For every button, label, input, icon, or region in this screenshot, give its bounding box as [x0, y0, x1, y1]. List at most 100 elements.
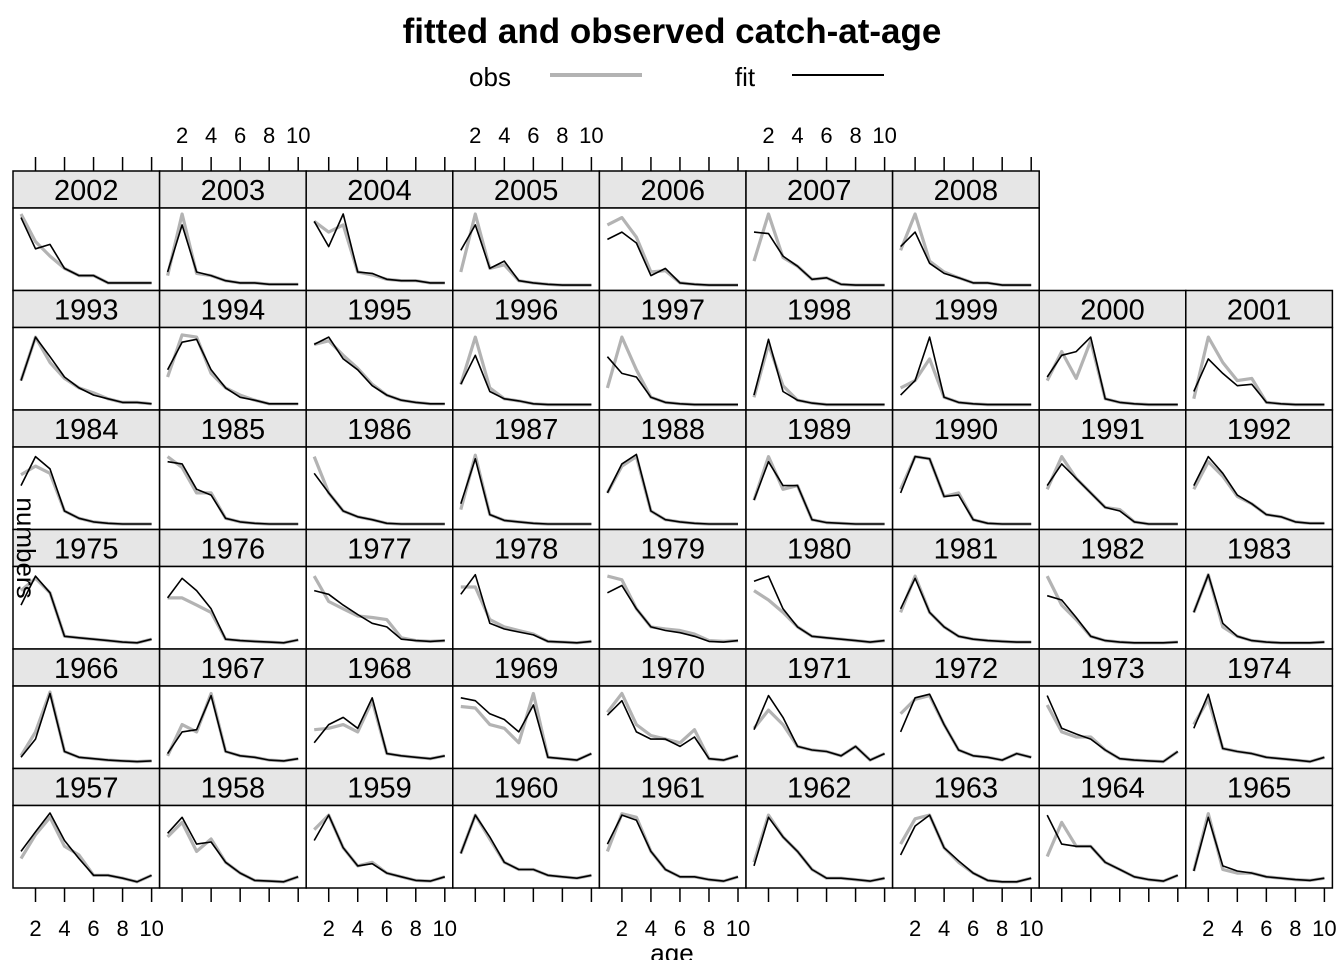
bottom-tick-label-6-2: 2	[909, 916, 921, 941]
legend-label-obs: obs	[469, 62, 511, 92]
bottom-tick-label-4-8: 8	[703, 916, 715, 941]
bottom-tick-label-8-4: 4	[1231, 916, 1243, 941]
top-tick-label-3-8: 8	[556, 123, 568, 148]
top-tick-label-3-2: 2	[469, 123, 481, 148]
strip-1991	[1038, 409, 1187, 448]
top-axes: 2 4 6 8 10 2 4 6 8 10 2 4 6 8 10	[34, 123, 1032, 171]
plot-area-1966	[12, 685, 161, 770]
series-fit-1981	[899, 577, 1032, 643]
strip-label-1995: 1995	[347, 295, 412, 327]
strip-label-1984: 1984	[54, 414, 119, 446]
strip-label-1997: 1997	[640, 295, 705, 327]
panel-2003: 2003	[158, 170, 307, 292]
series-fit-1972	[899, 693, 1032, 761]
plot-area-2000	[1038, 326, 1187, 411]
series-fit-1966	[20, 692, 152, 763]
top-tick-label-5-4: 4	[791, 123, 803, 148]
strip-label-1989: 1989	[787, 414, 852, 446]
y-axis-label: numbers	[11, 497, 41, 598]
panel-2001: 2001	[1185, 289, 1334, 411]
panel-1968: 1968	[305, 648, 454, 770]
strip-label-2006: 2006	[640, 175, 705, 207]
legend-label-fit: fit	[735, 62, 756, 92]
series-fit-1995	[313, 336, 445, 405]
strip-label-1985: 1985	[201, 414, 266, 446]
bottom-tick-label-4-6: 6	[674, 916, 686, 941]
strip-label-1978: 1978	[494, 534, 559, 566]
strip-label-1960: 1960	[494, 773, 559, 805]
series-fit-2006	[607, 231, 738, 286]
strip-label-1967: 1967	[201, 653, 266, 685]
strip-label-2002: 2002	[54, 175, 119, 207]
strip-2006	[598, 170, 747, 209]
panel-2006: 2006	[598, 170, 747, 292]
strip-1975	[12, 528, 161, 568]
series-fit-1962	[753, 816, 885, 882]
panel-1971: 1971	[745, 648, 894, 770]
top-tick-label-5-10: 10	[872, 123, 896, 148]
panel-1972: 1972	[891, 648, 1040, 770]
plot-area-2008	[891, 207, 1040, 292]
strip-label-1964: 1964	[1080, 773, 1145, 805]
series-fit-1977	[314, 589, 445, 643]
series-fit-1961	[606, 814, 739, 882]
panel-1990: 1990	[891, 409, 1040, 531]
panel-2002: 2002	[12, 170, 161, 292]
bottom-tick-label-8-10: 10	[1312, 916, 1336, 941]
series-fit-1976	[166, 577, 299, 644]
panel-1996: 1996	[452, 289, 601, 411]
series-fit-1979	[607, 584, 739, 643]
top-tick-label-3-6: 6	[527, 123, 539, 148]
series-fit-1974	[1193, 693, 1325, 763]
bottom-tick-label-2-6: 6	[381, 916, 393, 941]
strip-1994	[158, 289, 307, 329]
series-fit-1975	[20, 575, 152, 644]
panel-1981: 1981	[891, 528, 1040, 650]
strip-label-1986: 1986	[347, 414, 412, 446]
bottom-tick-label-0-10: 10	[139, 916, 163, 941]
panel-1988: 1988	[598, 409, 747, 531]
panel-1958: 1958	[158, 767, 307, 889]
top-tick-label-5-2: 2	[762, 123, 774, 148]
strip-label-1991: 1991	[1080, 414, 1145, 446]
series-fit-1994	[166, 338, 299, 405]
strip-1977	[305, 528, 454, 568]
plot-area-1957	[12, 804, 161, 889]
plot-area-1970	[598, 685, 747, 770]
x-axis-label: age	[650, 938, 693, 960]
series-fit-1968	[313, 696, 445, 760]
panel-1969: 1969	[452, 648, 601, 770]
top-tick-label-3-4: 4	[498, 123, 510, 148]
strip-2005	[452, 170, 601, 209]
panel-1995: 1995	[305, 289, 454, 411]
strip-label-1970: 1970	[640, 653, 705, 685]
strip-label-1977: 1977	[347, 534, 412, 566]
panel-2007: 2007	[745, 170, 894, 292]
strip-label-1968: 1968	[347, 653, 412, 685]
strip-label-1982: 1982	[1080, 534, 1145, 566]
series-fit-1973	[1046, 695, 1179, 763]
bottom-tick-label-6-6: 6	[967, 916, 979, 941]
bottom-axes: 2 4 6 8 10 2 4 6 8 10 2 4 6 8 10 2 4 6 8 10 2 4 6 8 10	[29, 888, 1337, 941]
bottom-tick-label-0-8: 8	[116, 916, 128, 941]
plot-area-1999	[891, 326, 1040, 411]
plot-area-1984	[12, 446, 161, 531]
panel-1985: 1985	[158, 409, 307, 531]
strip-2004	[305, 170, 454, 209]
series-fit-1960	[460, 814, 592, 880]
strip-1981	[891, 528, 1040, 568]
strip-label-1996: 1996	[494, 295, 559, 327]
panel-1999: 1999	[891, 289, 1040, 411]
panel-2005: 2005	[452, 170, 601, 292]
plot-area-1969	[452, 685, 601, 770]
panel-1964: 1964	[1038, 767, 1187, 889]
strip-1987	[452, 409, 601, 448]
strip-label-1957: 1957	[54, 773, 119, 805]
top-tick-label-5-6: 6	[820, 123, 832, 148]
bottom-tick-label-2-8: 8	[410, 916, 422, 941]
panel-1970: 1970	[598, 648, 747, 770]
strip-label-1971: 1971	[787, 653, 852, 685]
series-fit-1993	[20, 336, 152, 405]
strip-1993	[12, 289, 161, 329]
panel-1991: 1991	[1038, 409, 1187, 531]
